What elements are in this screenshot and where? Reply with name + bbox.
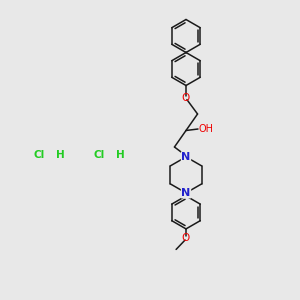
Text: N: N [182, 152, 190, 162]
Text: Cl: Cl [93, 149, 105, 160]
Text: H: H [116, 149, 124, 160]
Text: H: H [56, 149, 65, 160]
Text: Cl: Cl [33, 149, 45, 160]
Text: O: O [182, 233, 190, 243]
Text: N: N [182, 188, 190, 198]
Text: O: O [182, 92, 190, 103]
Text: OH: OH [198, 124, 213, 134]
Text: N: N [182, 152, 190, 162]
